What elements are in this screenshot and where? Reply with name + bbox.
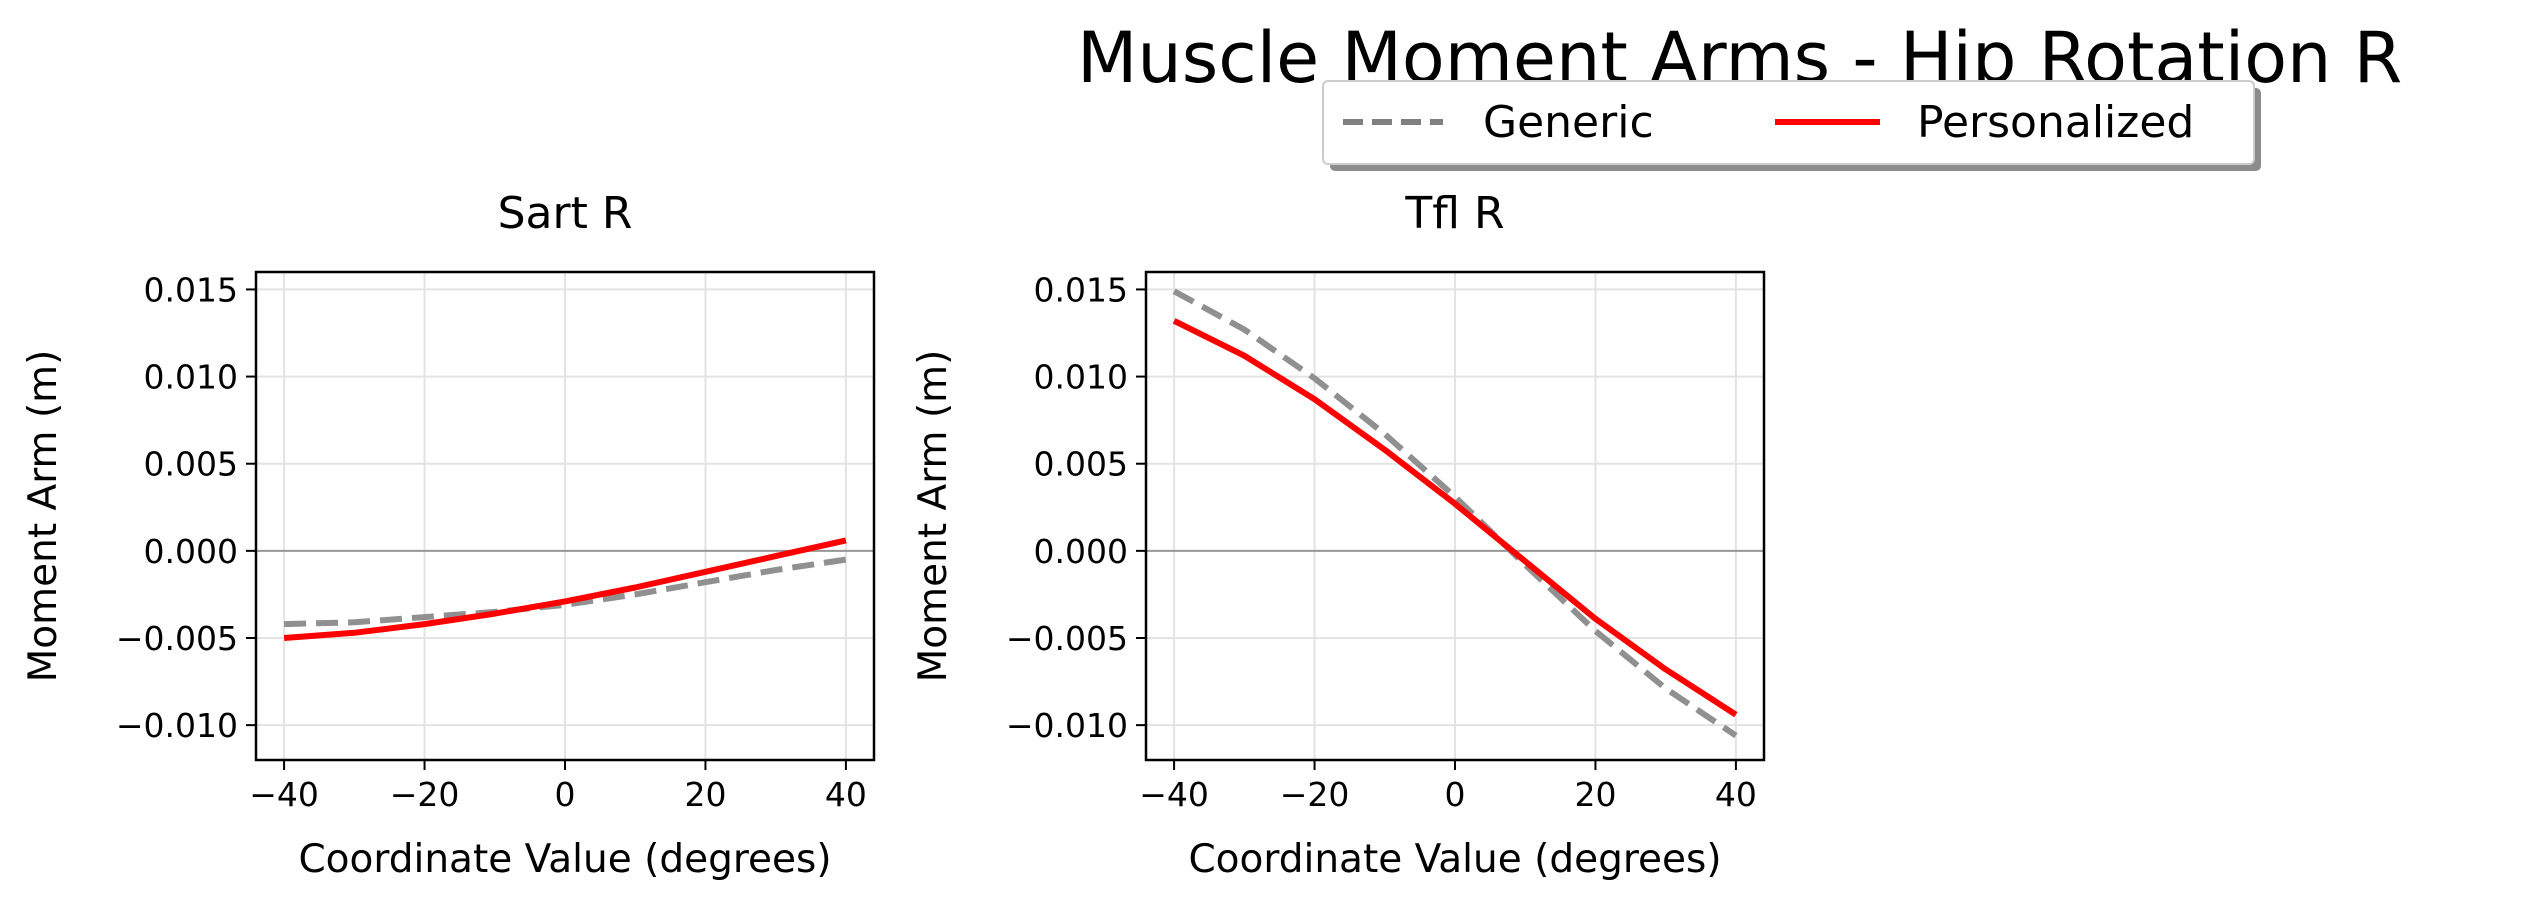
y-tick-label: 0.010 xyxy=(144,358,238,397)
y-tick-label: 0.015 xyxy=(1034,270,1128,309)
x-tick-label: −20 xyxy=(390,775,460,814)
series-line-personalized xyxy=(1172,318,1738,718)
subplot-tfl-r: −40 −20 0 20 40 0.015 0.010 0.005 0.000 −0.005 −0.… xyxy=(911,188,1766,882)
x-tick-label: −40 xyxy=(249,775,319,814)
y-tick-label: −0.010 xyxy=(116,706,238,745)
x-tick-label: −40 xyxy=(1139,775,1209,814)
series-line-personalized xyxy=(283,537,847,641)
x-tick-label: −20 xyxy=(1280,775,1350,814)
x-tick-label: 40 xyxy=(825,775,867,814)
x-tick-label: 0 xyxy=(555,775,576,814)
y-tick-label: −0.005 xyxy=(116,619,238,658)
x-tick-label: 40 xyxy=(1715,775,1757,814)
legend-personalized-label: Personalized xyxy=(1917,97,2194,148)
x-tick-label: 20 xyxy=(1574,775,1616,814)
x-axis-label: Coordinate Value (degrees) xyxy=(1188,837,1721,882)
x-axis-label: Coordinate Value (degrees) xyxy=(298,837,831,882)
subplot-title: Sart R xyxy=(498,188,633,239)
y-axis-label: Moment Arm (m) xyxy=(911,350,956,683)
legend-generic-label: Generic xyxy=(1483,97,1654,148)
y-tick-label: 0.010 xyxy=(1034,358,1128,397)
subplot-sart-r: −40 −20 0 20 40 0.015 0.010 0.005 0.000 −0.005 −0.… xyxy=(21,188,876,882)
y-tick-label: 0.000 xyxy=(1034,532,1128,571)
y-axis-label: Moment Arm (m) xyxy=(21,350,66,683)
y-tick-label: 0.005 xyxy=(144,445,238,484)
y-tick-label: −0.005 xyxy=(1006,619,1128,658)
y-tick-label: 0.005 xyxy=(1034,445,1128,484)
x-tick-label: 0 xyxy=(1445,775,1466,814)
legend: Generic Personalized xyxy=(1322,80,2261,171)
series-line-generic xyxy=(1172,288,1738,739)
y-tick-label: 0.015 xyxy=(144,270,238,309)
y-tick-label: 0.000 xyxy=(144,532,238,571)
y-tick-label: −0.010 xyxy=(1006,706,1128,745)
x-tick-label: 20 xyxy=(684,775,726,814)
subplot-title: Tfl R xyxy=(1404,188,1504,239)
